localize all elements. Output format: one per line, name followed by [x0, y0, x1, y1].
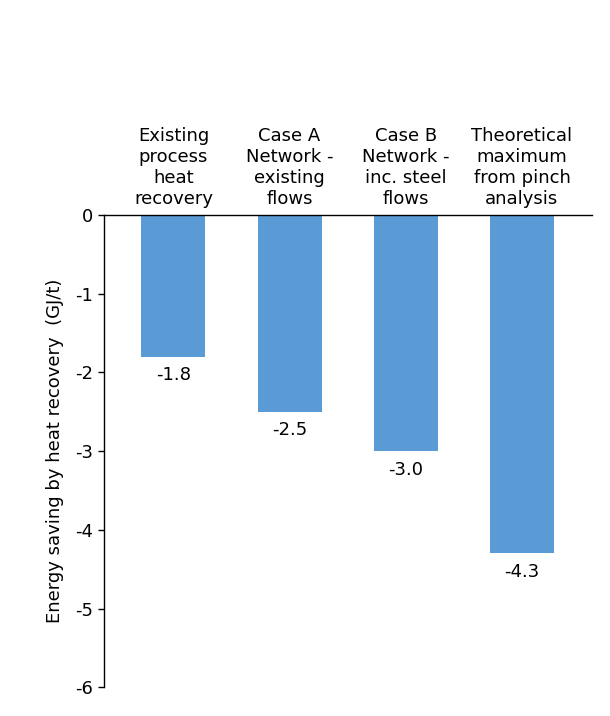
Text: Existing
process
heat
recovery: Existing process heat recovery — [134, 127, 213, 208]
Bar — [490, 215, 554, 553]
Bar — [142, 215, 206, 357]
Text: -4.3: -4.3 — [504, 563, 540, 581]
Bar — [257, 215, 321, 412]
Text: Case A
Network -
existing
flows: Case A Network - existing flows — [246, 127, 333, 208]
Y-axis label: Energy saving by heat recovery  (GJ/t): Energy saving by heat recovery (GJ/t) — [46, 279, 64, 623]
Text: Case B
Network -
inc. steel
flows: Case B Network - inc. steel flows — [362, 127, 450, 208]
Text: -2.5: -2.5 — [272, 421, 307, 439]
Bar — [374, 215, 438, 451]
Text: -3.0: -3.0 — [389, 460, 423, 478]
Text: Theoretical
maximum
from pinch
analysis: Theoretical maximum from pinch analysis — [472, 127, 573, 208]
Text: -1.8: -1.8 — [156, 366, 191, 384]
